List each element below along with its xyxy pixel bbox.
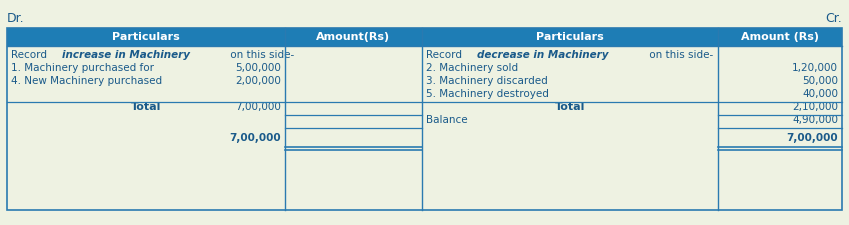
Text: 5. Machinery destroyed: 5. Machinery destroyed [426,89,548,99]
Text: decrease in Machinery: decrease in Machinery [476,50,608,60]
Text: 5,00,000: 5,00,000 [235,63,281,73]
Text: on this side-: on this side- [646,50,713,60]
Text: 7,00,000: 7,00,000 [229,133,281,143]
Text: 4,90,000: 4,90,000 [792,115,838,125]
Text: 1. Machinery purchased for: 1. Machinery purchased for [11,63,154,73]
Text: Particulars: Particulars [536,32,604,42]
Text: 7,00,000: 7,00,000 [786,133,838,143]
Text: Amount(Rs): Amount(Rs) [317,32,391,42]
Text: 2,00,000: 2,00,000 [235,76,281,86]
Text: on this side-: on this side- [227,50,294,60]
Text: Dr.: Dr. [7,11,25,25]
Text: Balance: Balance [426,115,468,125]
Text: 40,000: 40,000 [802,89,838,99]
Text: Amount (Rs): Amount (Rs) [741,32,819,42]
Bar [7,28,842,210]
Text: 4. New Machinery purchased: 4. New Machinery purchased [11,76,162,86]
Text: 2,10,000: 2,10,000 [792,102,838,112]
Text: Cr.: Cr. [825,11,842,25]
Text: Total: Total [554,102,585,112]
Bar [7,28,842,46]
Text: 2. Machinery sold: 2. Machinery sold [426,63,518,73]
Text: 7,00,000: 7,00,000 [235,102,281,112]
Text: Record: Record [11,50,50,60]
Text: Total: Total [131,102,161,112]
Text: increase in Machinery: increase in Machinery [62,50,189,60]
Text: 50,000: 50,000 [802,76,838,86]
Text: Particulars: Particulars [112,32,180,42]
Text: 3. Machinery discarded: 3. Machinery discarded [426,76,548,86]
Text: 1,20,000: 1,20,000 [792,63,838,73]
Text: Record: Record [426,50,465,60]
